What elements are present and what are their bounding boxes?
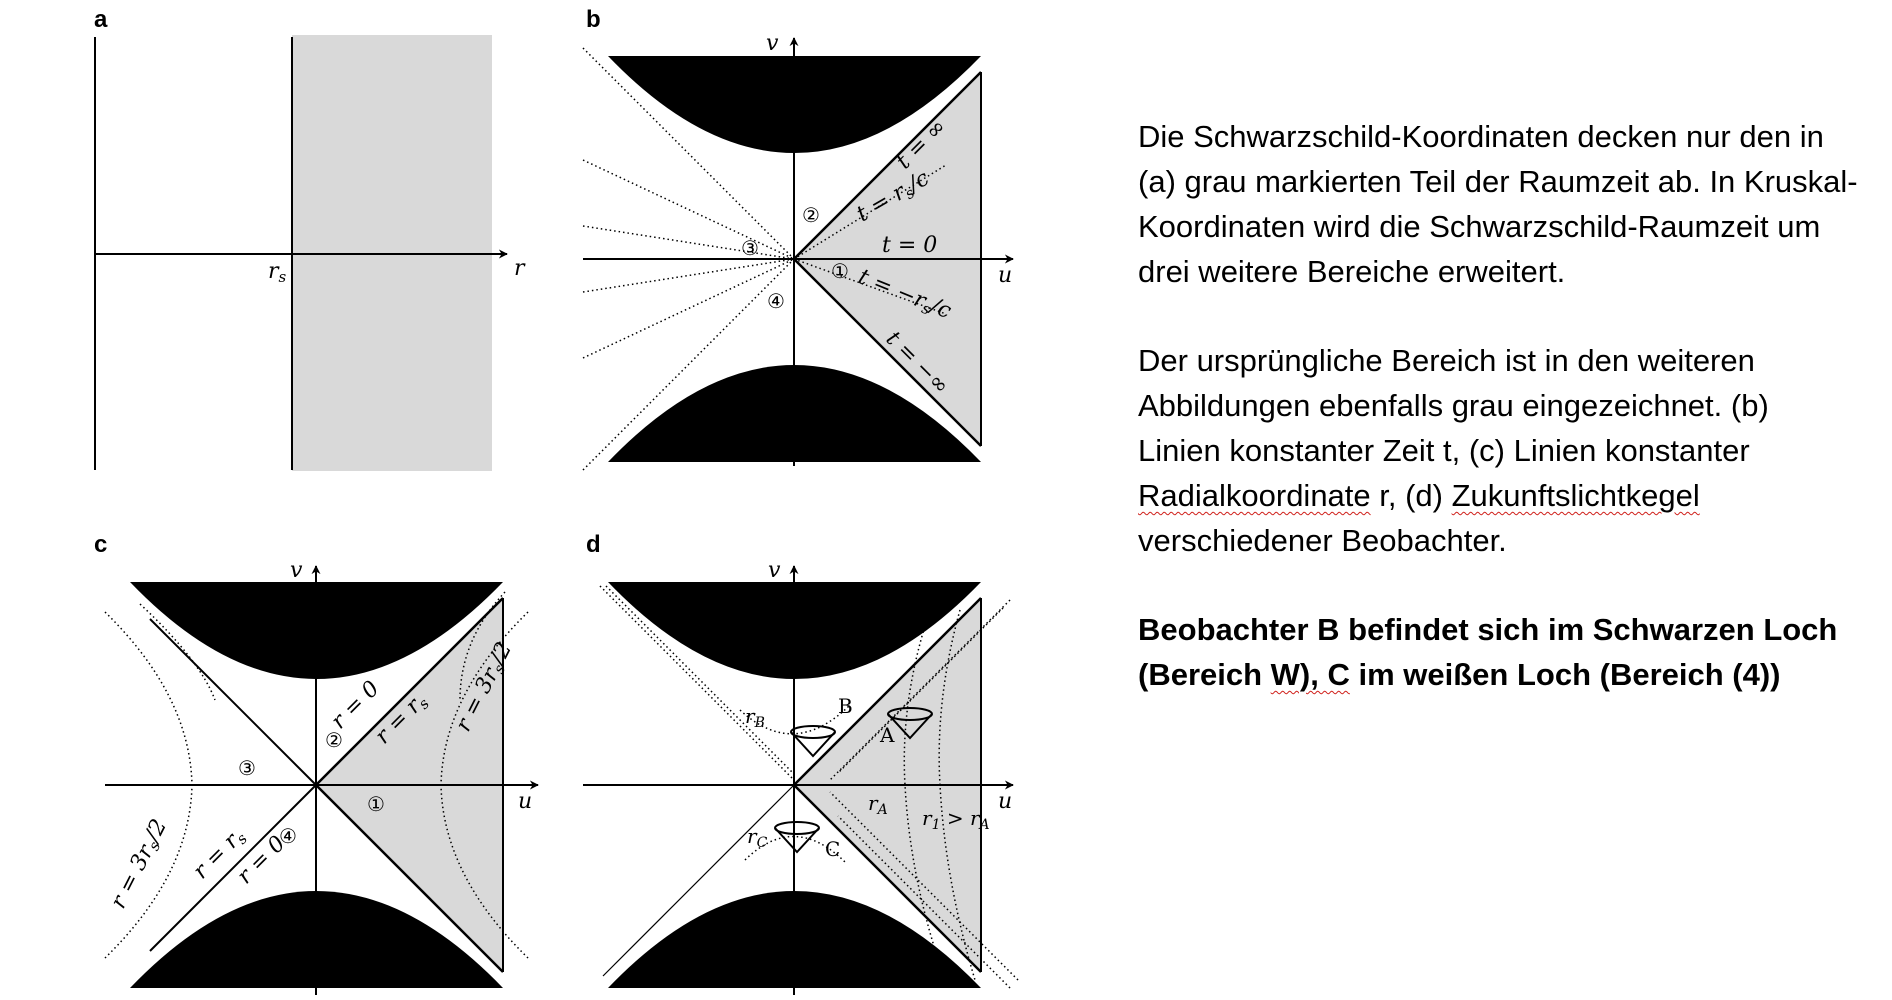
u-axis-label: u <box>998 263 1012 288</box>
panel-a-letter: a <box>94 6 108 33</box>
constant-t-lines <box>582 47 947 471</box>
spellcheck-word-zukunftslichtkegel: Zukunftslichtkegel <box>1451 478 1700 513</box>
light-cones <box>774 707 933 854</box>
caption-paragraph-1: Die Schwarzschild-Koordinaten decken nur… <box>1138 119 1858 289</box>
region-3-label: ③ <box>238 756 256 780</box>
v-axis-label: v <box>768 558 781 583</box>
horizon-past <box>793 784 982 973</box>
horizon-past-left <box>602 784 795 977</box>
panel-a: a rs r <box>94 6 526 471</box>
region-1-label: ① <box>367 792 385 816</box>
light-cone-A <box>887 707 933 740</box>
observer-B-label: B <box>838 694 853 718</box>
u-axis-label: u <box>518 789 532 814</box>
rC-label: rC <box>747 824 768 851</box>
light-cone-B <box>790 725 836 758</box>
region-2-label: ② <box>325 728 343 752</box>
r1-gt-rA-label: r1 > rA <box>922 806 990 833</box>
horizon-past <box>315 784 504 973</box>
caption: Die Schwarzschild-Koordinaten decken nur… <box>1138 114 1858 741</box>
panel-c-letter: c <box>94 531 107 558</box>
region-2-label: ② <box>802 203 820 227</box>
v-axis-label: v <box>766 31 779 56</box>
caption-paragraph-2: Der ursprüngliche Bereich ist in den wei… <box>1138 343 1769 558</box>
caption-paragraph-3: Beobachter B befindet sich im Schwarzen … <box>1138 612 1838 692</box>
panel-b-letter: b <box>586 6 601 33</box>
horizon-future-left <box>149 618 317 786</box>
horizon-future <box>793 71 982 260</box>
region-3-label: ③ <box>741 236 759 260</box>
r-3rs2-left-label: r = 3rs/2 <box>106 815 174 913</box>
horizon-future <box>315 597 504 786</box>
v-axis-label: v <box>290 558 303 583</box>
horizon-past <box>793 258 982 447</box>
panel-c: c v u r = 0 r = rs r = 3rs/2 r = 3rs/2 r… <box>94 531 539 995</box>
observer-A-label: A <box>879 723 895 747</box>
horizon-future <box>793 597 982 786</box>
u-axis-label: u <box>998 789 1012 814</box>
r-axis-label: r <box>514 256 526 281</box>
region-1-label: ① <box>831 259 849 283</box>
region-4-label: ④ <box>279 824 297 848</box>
observer-C-label: C <box>825 837 840 861</box>
panel-d-letter: d <box>586 531 601 558</box>
kruskal-figure: a rs r b v u t = ∞ t = rs/c t = <box>94 6 1019 995</box>
panel-b: b v u t = ∞ t = rs/c t = 0 t = −rs/c t =… <box>582 6 1014 471</box>
spellcheck-word-w: W), C <box>1270 657 1350 692</box>
panel-d: d <box>583 531 1019 995</box>
t-zero-label: t = 0 <box>882 233 937 258</box>
rs-label: rs <box>268 259 287 286</box>
light-cone-C <box>774 821 820 854</box>
rA-label: rA <box>868 791 888 818</box>
horizon-past-left <box>149 784 317 952</box>
rB-label: rB <box>745 704 765 731</box>
spellcheck-word-radialkoordinate: Radialkoordinate <box>1138 478 1371 513</box>
region-4-label: ④ <box>767 289 785 313</box>
